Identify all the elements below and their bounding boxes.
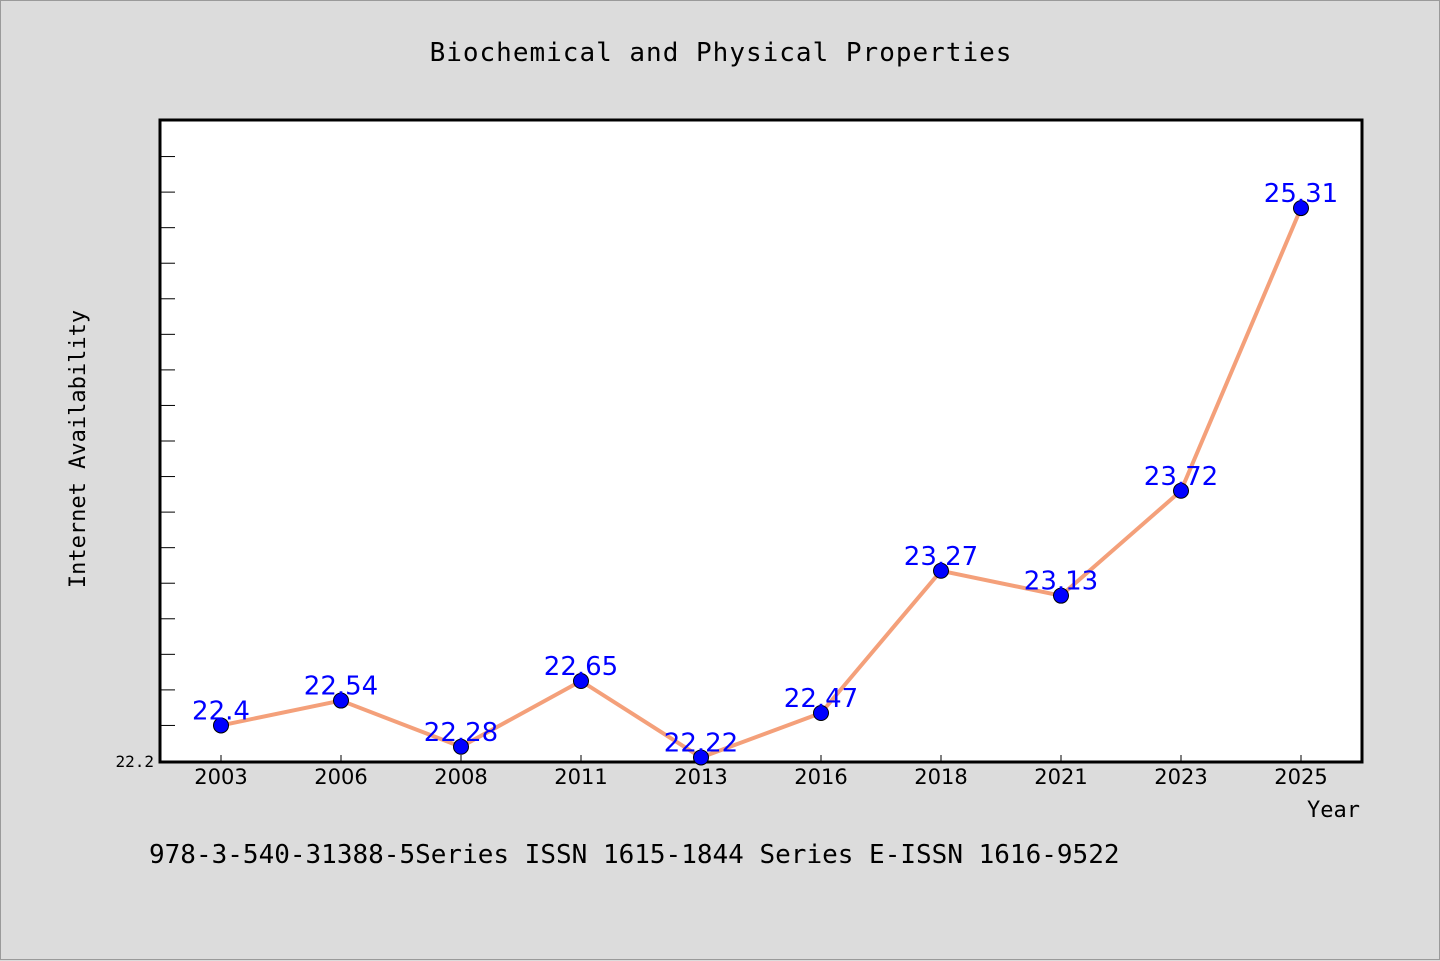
y-axis-label: Internet Availability xyxy=(66,310,91,588)
data-label: 22.4 xyxy=(192,696,250,726)
data-label: 22.28 xyxy=(424,718,498,748)
data-point-marker xyxy=(1053,587,1069,604)
series-line xyxy=(220,207,1303,760)
x-tick-label: 2013 xyxy=(674,765,727,789)
data-label: 22.54 xyxy=(304,672,378,702)
data-point-marker xyxy=(213,717,229,734)
data-label: 23.72 xyxy=(1144,462,1218,492)
x-axis-ticks: 2003 2006 2008 2011 2013 2016 2018 2021 2023 2025 xyxy=(194,755,1328,789)
y-tick-label-min: 22.2 xyxy=(115,752,154,771)
x-tick-label: 2003 xyxy=(194,765,247,789)
x-tick-label: 2018 xyxy=(914,765,967,789)
data-point-marker xyxy=(1173,482,1189,499)
x-tick-label: 2023 xyxy=(1154,765,1207,789)
data-point-marker xyxy=(693,749,709,766)
data-point-marker xyxy=(453,738,469,755)
data-point-marker xyxy=(1293,200,1309,217)
data-label: 22.22 xyxy=(664,728,738,758)
data-point-marker xyxy=(573,673,589,689)
plot-area xyxy=(158,118,1364,764)
x-tick-label: 2011 xyxy=(554,765,607,789)
x-axis-label: Year xyxy=(1307,798,1360,823)
footer-issn-text: 978-3-540-31388-5Series ISSN 1615-1844 S… xyxy=(149,840,1120,870)
x-tick-label: 2025 xyxy=(1274,765,1327,789)
chart-title: Biochemical and Physical Properties xyxy=(430,38,1013,68)
x-tick-label: 2008 xyxy=(434,765,487,789)
data-label: 22.47 xyxy=(784,684,858,714)
data-label: 23.27 xyxy=(904,542,978,572)
series-group: 22.4 22.54 22.28 22.65 22.22 22.47 23.27 23.13 2… xyxy=(192,179,1338,766)
data-label: 23.13 xyxy=(1024,567,1098,597)
x-tick-label: 2016 xyxy=(794,765,847,789)
y-axis-ticks xyxy=(161,156,175,726)
x-tick-label: 2021 xyxy=(1034,765,1087,789)
data-label: 22.65 xyxy=(544,652,618,682)
data-point-marker xyxy=(333,692,349,709)
data-label: 25.31 xyxy=(1264,179,1338,209)
data-point-marker xyxy=(933,562,949,579)
x-tick-label: 2006 xyxy=(314,765,367,789)
data-point-marker xyxy=(813,705,829,721)
